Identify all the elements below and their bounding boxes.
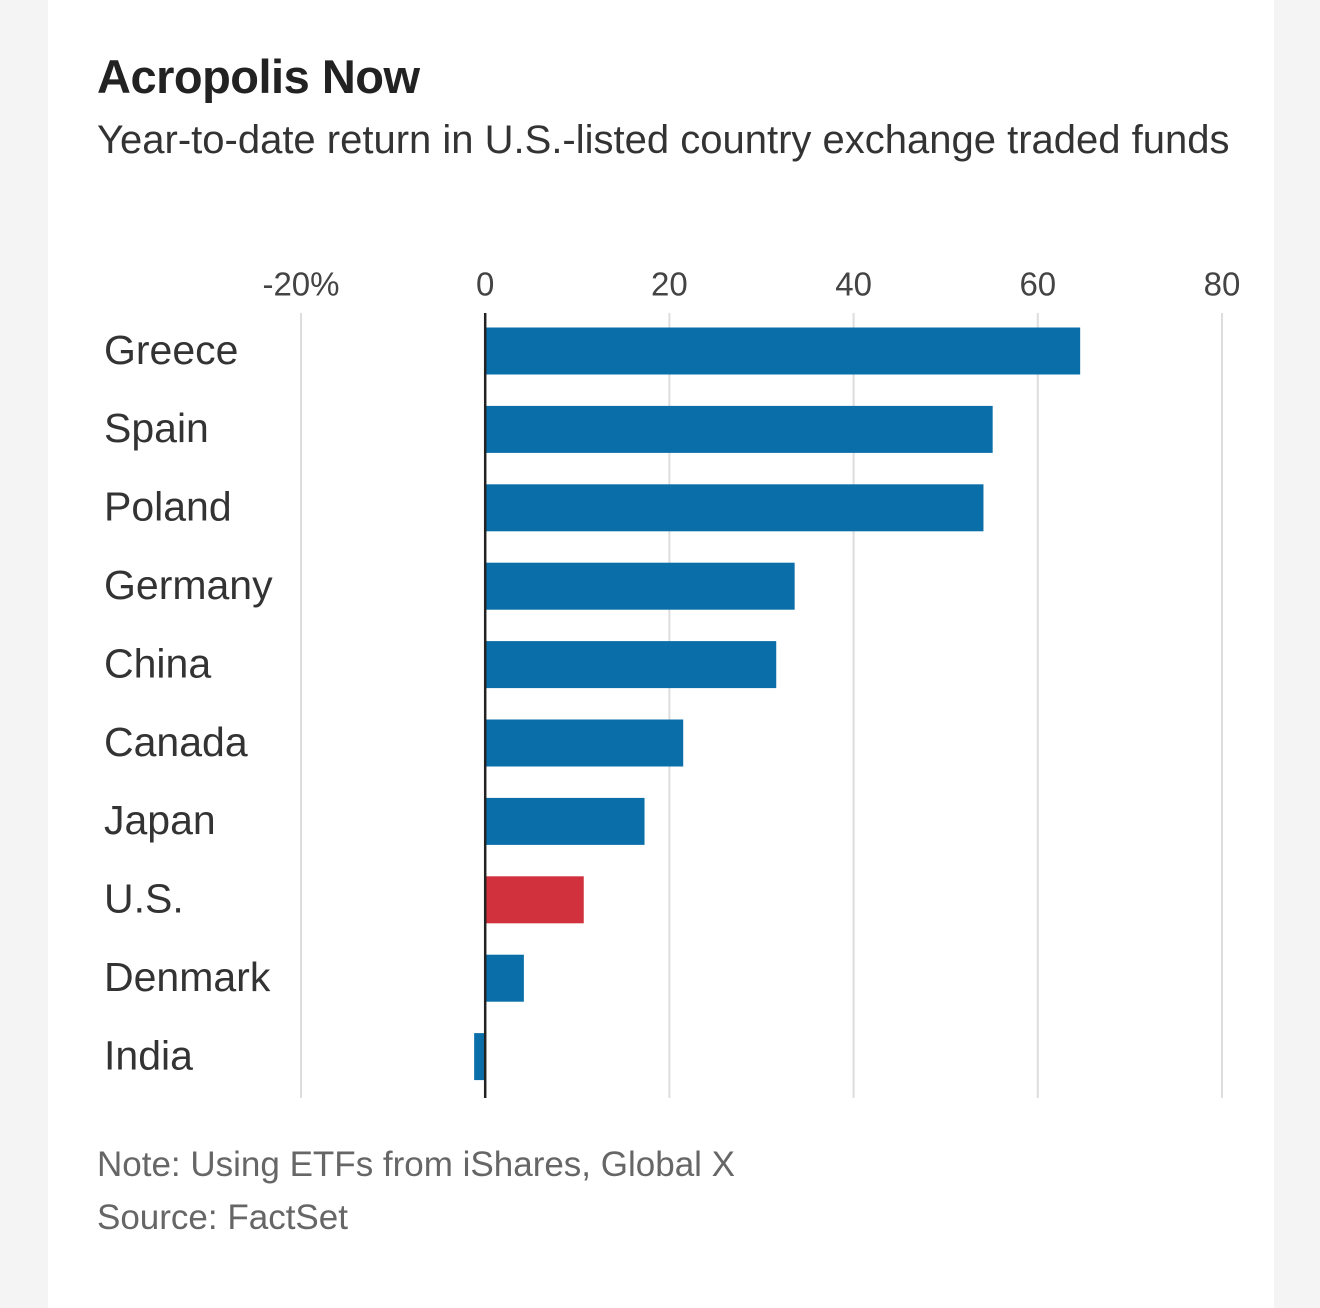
bar <box>485 405 993 453</box>
bar <box>485 562 795 610</box>
category-label: Greece <box>104 327 238 373</box>
category-label: Germany <box>104 562 273 608</box>
category-label: Spain <box>104 405 209 451</box>
category-label: Denmark <box>104 954 271 1000</box>
chart-title: Acropolis Now <box>97 50 420 103</box>
category-label: U.S. <box>104 876 184 922</box>
x-tick-label: 60 <box>1019 266 1056 303</box>
category-label: China <box>104 640 211 686</box>
bar <box>485 719 684 767</box>
category-label: Poland <box>104 484 232 530</box>
bar <box>485 327 1081 375</box>
x-tick-label: 0 <box>476 266 494 303</box>
x-tick-label: -20% <box>262 266 339 303</box>
bar <box>485 641 777 689</box>
x-tick-label: 20 <box>651 266 688 303</box>
category-label: India <box>104 1032 193 1078</box>
x-tick-label: 80 <box>1204 266 1241 303</box>
bar <box>474 1033 486 1081</box>
chart-note: Note: Using ETFs from iShares, Global X <box>97 1145 735 1184</box>
category-label: Canada <box>104 719 248 765</box>
bar <box>485 797 645 845</box>
category-label: Japan <box>104 797 216 843</box>
chart-subtitle: Year-to-date return in U.S.-listed count… <box>97 118 1230 162</box>
x-tick-label: 40 <box>835 266 872 303</box>
chart-source: Source: FactSet <box>97 1198 348 1237</box>
bar <box>485 484 984 532</box>
bar <box>485 954 524 1002</box>
bar <box>485 876 584 924</box>
